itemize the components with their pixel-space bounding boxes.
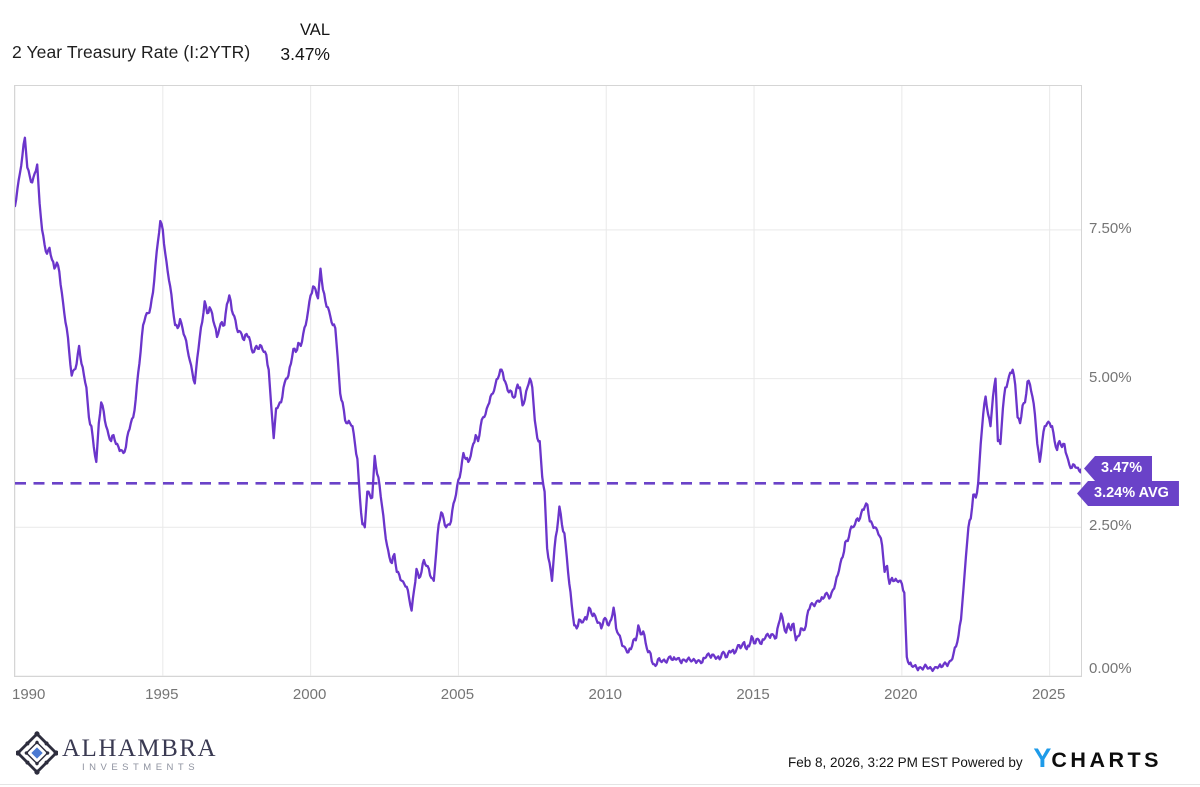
x-axis-label: 2010 — [588, 686, 622, 703]
chart-title: 2 Year Treasury Rate (I:2YTR) — [12, 42, 251, 62]
ycharts-logo: Y CHARTS — [1033, 743, 1162, 773]
val-column-header: VAL — [300, 21, 330, 39]
val-current-value: 3.47% — [280, 44, 330, 64]
x-axis-label: 2015 — [736, 686, 770, 703]
alhambra-logo: ALHAMBRA INVESTMENTS — [15, 731, 276, 781]
timestamp-text: Feb 8, 2026, 3:22 PM EST Powered by — [788, 755, 1027, 770]
x-axis-label: 2000 — [292, 686, 327, 703]
bottom-divider — [0, 784, 1200, 785]
y-axis-label: 5.00% — [1089, 368, 1132, 386]
alhambra-subtitle: INVESTMENTS — [82, 762, 200, 773]
rate-line[interactable] — [15, 136, 1081, 673]
x-axis-label: 2020 — [884, 686, 918, 703]
y-axis-label: 2.50% — [1089, 517, 1132, 535]
footer-attribution: Feb 8, 2026, 3:22 PM EST Powered by Y CHA… — [788, 743, 1162, 773]
x-axis-label: 2005 — [440, 686, 475, 703]
x-axis-label: 1990 — [12, 686, 46, 703]
ycharts-y-icon: Y — [1033, 743, 1052, 773]
alhambra-diamond-icon — [15, 731, 59, 775]
y-axis-label: 7.50% — [1089, 219, 1132, 237]
average-value-badge: 3.24% AVG — [1077, 481, 1179, 506]
ycharts-wordmark: CHARTS — [1051, 748, 1162, 772]
alhambra-wordmark: ALHAMBRA — [62, 735, 218, 762]
y-axis-label: 0.00% — [1089, 660, 1132, 677]
last-value-badge: 3.47% — [1084, 456, 1153, 481]
plot-area[interactable] — [14, 85, 1082, 677]
rate-line-chart[interactable] — [15, 86, 1081, 676]
x-axis-label: 1995 — [145, 686, 179, 703]
x-axis-label: 2025 — [1031, 686, 1066, 703]
